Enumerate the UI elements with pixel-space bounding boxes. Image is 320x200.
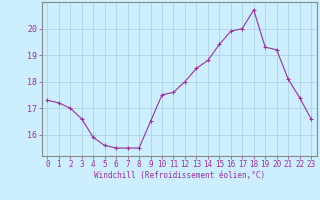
X-axis label: Windchill (Refroidissement éolien,°C): Windchill (Refroidissement éolien,°C): [94, 171, 265, 180]
